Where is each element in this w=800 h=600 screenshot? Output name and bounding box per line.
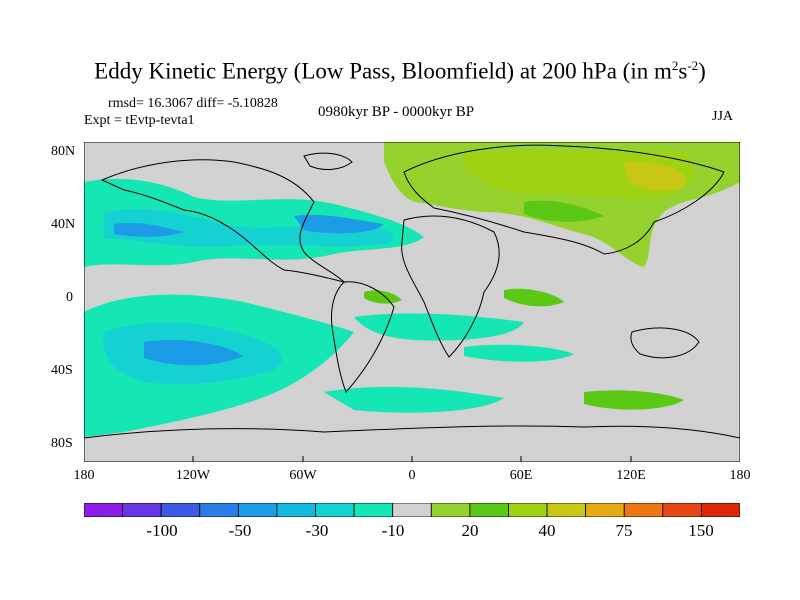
greenland-outline <box>303 152 353 170</box>
coastlines <box>84 144 740 439</box>
map-plot <box>84 142 740 462</box>
lat-label-equator: 0 <box>66 290 73 305</box>
stats-label: rmsd= 16.3067 diff= -5.10828 <box>108 96 278 111</box>
season-label: JJA <box>712 109 734 124</box>
colorbar-box <box>199 503 239 517</box>
south-america-outline <box>331 281 395 393</box>
colorbar-box <box>508 503 548 517</box>
lon-label-120e: 120E <box>616 468 646 483</box>
anomaly-field <box>84 142 740 437</box>
colorbar-label-5: 20 <box>461 521 479 540</box>
colorbar-box <box>315 503 355 517</box>
colorbar-box <box>585 503 625 517</box>
region-atlantic-positive-blob <box>364 290 402 304</box>
region-eurasia-positive-core <box>624 161 686 191</box>
colorbar-label-1: -100 <box>146 521 178 540</box>
lon-label-60e: 60E <box>509 468 533 483</box>
lon-label-120w: 120W <box>175 468 211 483</box>
colorbar-label-2: -50 <box>228 521 252 540</box>
lon-label-180e: 180 <box>729 468 751 483</box>
region-nh-negative-core-1 <box>114 222 184 237</box>
colorbar-box <box>701 503 740 517</box>
colorbar-box <box>623 503 664 517</box>
colorbar <box>84 503 740 517</box>
region-southern-ocean-positive <box>584 390 684 410</box>
colorbar-box <box>160 503 201 517</box>
lat-label-80s: 80S <box>51 436 73 451</box>
region-south-atlantic-negative <box>354 313 524 341</box>
colorbar-box <box>276 503 316 517</box>
colorbar-box <box>392 503 432 517</box>
colorbar-box <box>430 503 471 517</box>
region-indian-positive-blob <box>504 288 564 307</box>
lon-label-0: 0 <box>408 468 416 483</box>
period-label: 0980kyr BP - 0000kyr BP <box>318 104 475 120</box>
north-america-outline <box>100 159 346 283</box>
colorbar-box <box>237 503 278 517</box>
lat-label-80n: 80N <box>51 144 76 159</box>
colorbar-label-4: -10 <box>381 521 405 540</box>
colorbar-box <box>662 503 702 517</box>
region-south-negative-band <box>324 386 504 413</box>
region-south-indian-negative <box>464 344 574 362</box>
lon-label-60w: 60W <box>289 468 317 483</box>
colorbar-box <box>469 503 509 517</box>
region-asia-positive <box>524 200 604 222</box>
colorbar-label-7: 75 <box>615 521 633 540</box>
colorbar-box <box>122 503 162 517</box>
region-nh-negative-core-2 <box>294 214 384 234</box>
lat-label-40n: 40N <box>51 217 76 232</box>
antarctica-outline <box>84 425 740 439</box>
colorbar-box <box>546 503 587 517</box>
africa-outline <box>401 215 500 358</box>
experiment-label: Expt = tEvtp-tevta1 <box>84 113 195 128</box>
plot-title: Eddy Kinetic Energy (Low Pass, Bloomfiel… <box>94 58 706 84</box>
colorbar-box <box>84 503 123 517</box>
region-sh-negative-core <box>144 339 244 366</box>
australia-outline <box>630 327 700 359</box>
axis-ticks <box>84 456 740 462</box>
lon-label-180w: 180 <box>73 468 95 483</box>
colorbar-box <box>353 503 394 517</box>
colorbar-label-6: 40 <box>538 521 556 540</box>
colorbar-label-8: 150 <box>688 521 714 540</box>
lat-label-40s: 40S <box>51 363 73 378</box>
region-nh-negative-mid <box>104 209 395 247</box>
eurasia-outline <box>403 144 725 255</box>
colorbar-label-3: -30 <box>305 521 329 540</box>
